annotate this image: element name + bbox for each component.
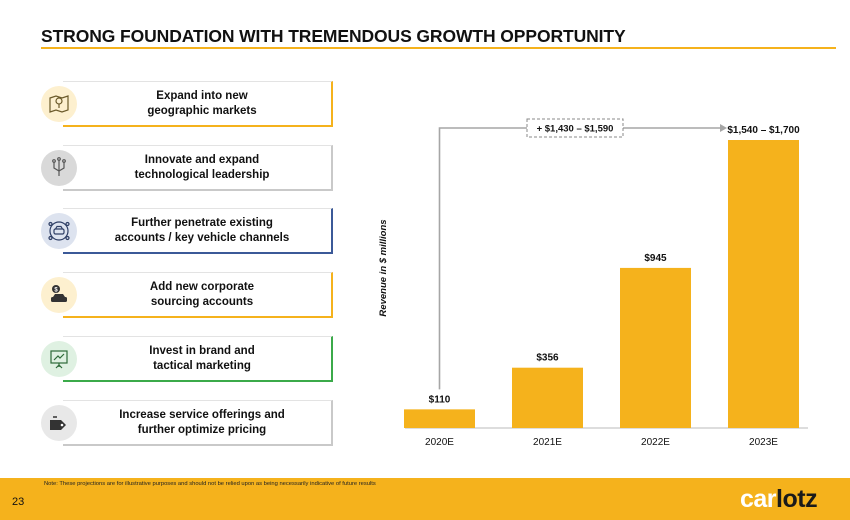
- car-dollar-icon: $: [41, 277, 77, 313]
- data-label: $945: [644, 253, 667, 264]
- strategy-card: Expand into new geographic markets: [63, 81, 333, 127]
- bar-2023E: [728, 140, 799, 428]
- page-number: 23: [12, 496, 25, 508]
- data-label: $110: [429, 394, 451, 405]
- strategy-label: Innovate and expand technological leader…: [134, 153, 270, 181]
- data-label: $356: [536, 353, 559, 364]
- logo-lotz: lotz: [776, 485, 818, 513]
- bar-2022E: [620, 267, 691, 428]
- growth-callout-box: [526, 118, 624, 138]
- x-tick-label: 2021E: [533, 437, 562, 448]
- strategy-card: Invest in brand and tactical marketing: [63, 336, 333, 382]
- x-tick-label: 2020E: [425, 437, 454, 448]
- growth-annotation: + $1,430 – $1,590: [438, 118, 727, 390]
- x-tick-label: 2023E: [749, 437, 778, 448]
- bar-2021E: [512, 367, 583, 428]
- strategy-card: Further penetrate existing accounts / ke…: [63, 208, 333, 254]
- arrowhead-icon: [720, 124, 727, 132]
- pricing-tag-icon: [41, 405, 77, 441]
- title-underline: [41, 47, 836, 49]
- strategy-card: Increase service offerings and further o…: [63, 400, 333, 446]
- strategy-card: Add new corporate sourcing accounts: [63, 272, 333, 318]
- circuit-icon: [41, 150, 77, 186]
- x-tick-label: 2022E: [641, 437, 670, 448]
- carlotz-logo: carlotz: [740, 485, 818, 514]
- logo-car: car: [740, 485, 777, 513]
- y-axis-label: Revenue in $ millions: [378, 219, 389, 316]
- bar-2020E: [404, 409, 475, 428]
- data-label: $1,540 – $1,700: [727, 125, 800, 136]
- car-network-icon: [41, 213, 77, 249]
- strategy-label: Add new corporate sourcing accounts: [149, 280, 255, 308]
- strategy-label: Expand into new geographic markets: [147, 89, 257, 117]
- footnote: Note: These projections are for illustra…: [44, 481, 376, 487]
- map-pin-icon: [41, 86, 77, 122]
- presentation-icon: [41, 341, 77, 377]
- growth-bracket-line: [438, 127, 720, 390]
- page-title: STRONG FOUNDATION WITH TREMENDOUS GROWTH…: [41, 26, 626, 46]
- strategy-card: Innovate and expand technological leader…: [63, 145, 333, 191]
- strategy-label: Further penetrate existing accounts / ke…: [114, 216, 290, 244]
- footer-band: [0, 478, 850, 520]
- growth-callout-text: + $1,430 – $1,590: [537, 124, 614, 135]
- bar-series: $110 2020E $356 2021E $945 2022E $1,540 – $1,7…: [404, 125, 800, 448]
- strategy-label: Increase service offerings and further o…: [119, 408, 285, 436]
- svg-text:$: $: [54, 288, 58, 294]
- strategy-label: Invest in brand and tactical marketing: [149, 344, 255, 372]
